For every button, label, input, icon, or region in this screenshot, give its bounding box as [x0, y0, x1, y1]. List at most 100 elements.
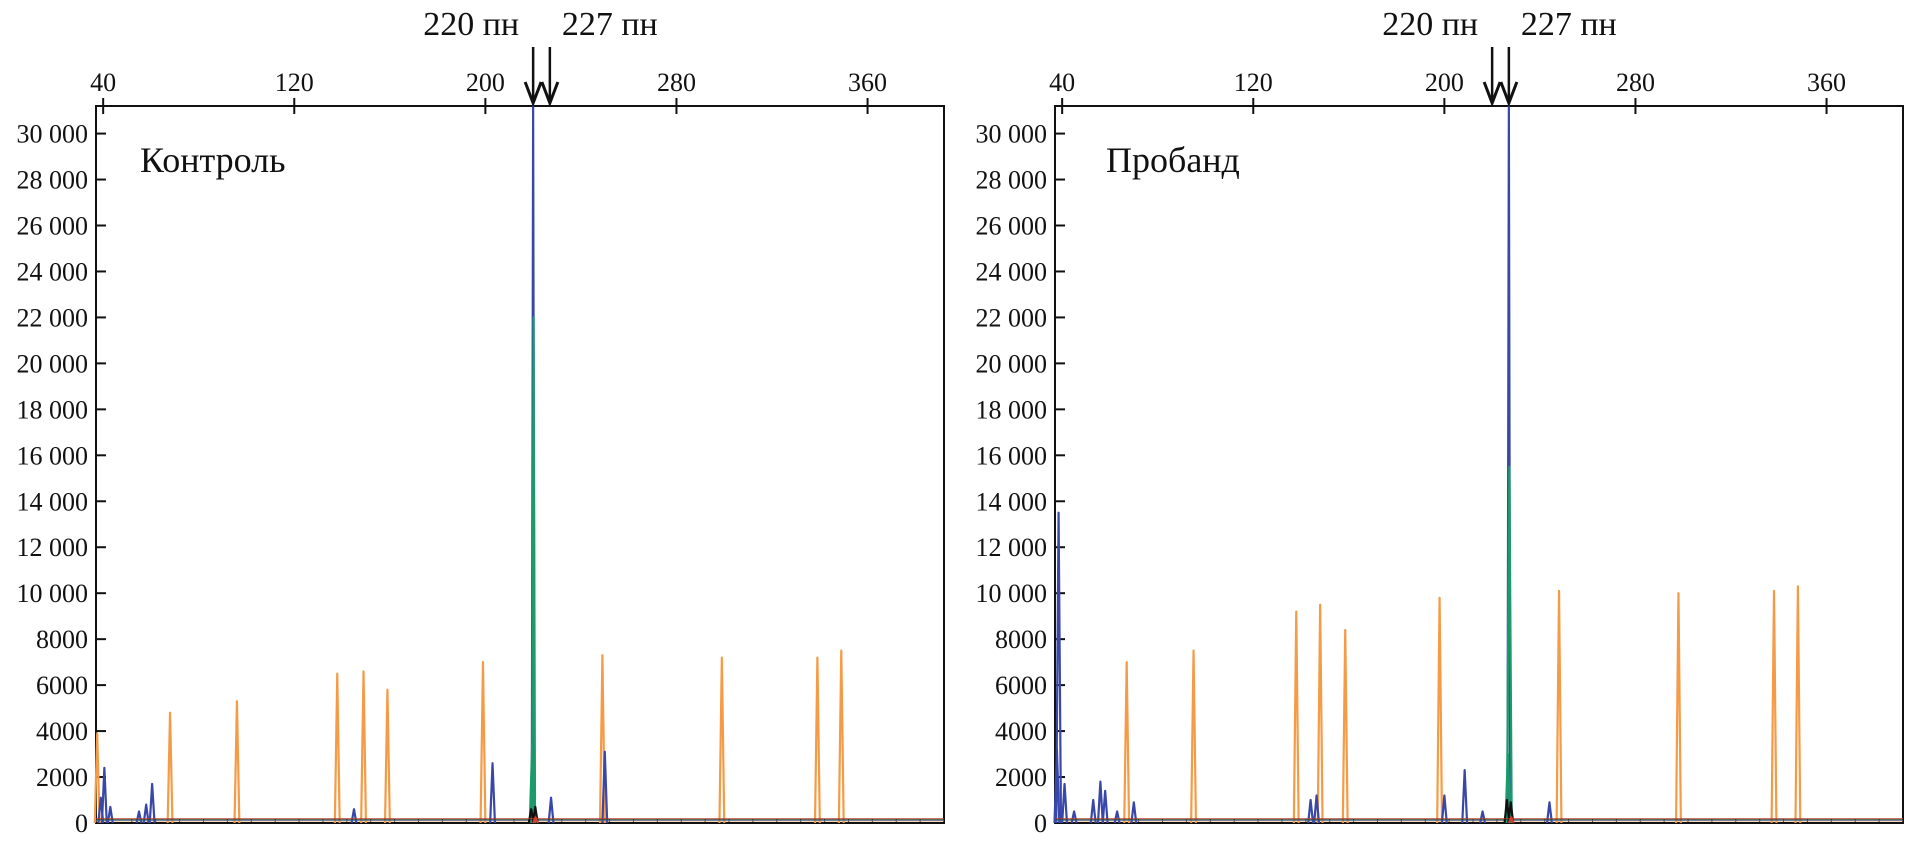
- x-axis: 40 120 200 280 360: [90, 68, 921, 823]
- y-tick-label: 6000: [36, 671, 88, 700]
- size-marker-layer: 220 пн 227 пн: [1382, 6, 1617, 108]
- x-tick-label: 280: [1616, 68, 1655, 97]
- peak: [1555, 589, 1563, 824]
- peak: [1316, 603, 1324, 824]
- x-tick-label: 360: [848, 68, 887, 97]
- y-tick-label: 4000: [36, 717, 88, 746]
- y-tick-label: 0: [75, 809, 88, 838]
- peak: [1096, 780, 1104, 824]
- peak: [1461, 769, 1469, 824]
- y-tick-label: 14 000: [17, 487, 89, 516]
- peak: [1061, 782, 1069, 824]
- peak: [383, 688, 391, 824]
- plot-frame: [1054, 105, 1904, 824]
- peak: [93, 732, 101, 824]
- peak: [1313, 794, 1321, 824]
- y-tick-label: 22 000: [976, 303, 1048, 332]
- peak: [333, 672, 341, 824]
- peak: [1794, 585, 1802, 824]
- peak: [1674, 592, 1682, 824]
- peak: [1436, 596, 1444, 824]
- y-tick-label: 16 000: [17, 441, 89, 470]
- peak: [1055, 511, 1063, 824]
- peak: [142, 803, 150, 824]
- peak: [1130, 801, 1138, 824]
- x-tick-label: 200: [466, 68, 505, 97]
- y-tick-label: 4000: [995, 717, 1047, 746]
- marker-label: 220 пн: [1382, 6, 1478, 43]
- marker-arrowhead: [1482, 81, 1502, 108]
- peak: [1507, 816, 1515, 824]
- peak: [1101, 789, 1109, 824]
- peak: [813, 656, 821, 824]
- peak: [1307, 798, 1315, 824]
- y-tick-label: 24 000: [17, 257, 89, 286]
- peak: [1089, 798, 1097, 824]
- y-tick-label: 10 000: [17, 579, 89, 608]
- y-tick-label: 30 000: [17, 120, 89, 149]
- peak: [531, 316, 537, 824]
- y-tick-label: 24 000: [976, 257, 1048, 286]
- peak: [100, 766, 108, 824]
- x-tick-label: 120: [275, 68, 314, 97]
- peak: [1292, 610, 1300, 824]
- y-tick-label: 20 000: [976, 349, 1048, 378]
- peak: [532, 816, 539, 824]
- x-axis: 40 120 200 280 360: [1049, 68, 1880, 823]
- peak: [106, 805, 114, 824]
- y-tick-label: 26 000: [17, 212, 89, 241]
- y-tick-label: 16 000: [976, 441, 1048, 470]
- y-tick-label: 30 000: [976, 120, 1048, 149]
- y-tick-label: 8000: [36, 625, 88, 654]
- x-tick-label: 280: [657, 68, 696, 97]
- marker-label: 227 пн: [1521, 6, 1617, 43]
- peak: [1341, 628, 1349, 824]
- y-tick-label: 12 000: [976, 533, 1048, 562]
- x-tick-label: 200: [1425, 68, 1464, 97]
- marker-label: 227 пн: [562, 6, 658, 43]
- chart-panel-proband: 0 2000 4000 6000 8000 10 000 12 000 14 000 16 00…: [976, 6, 1904, 838]
- y-tick-label: 6000: [995, 671, 1047, 700]
- y-tick-label: 18 000: [17, 395, 89, 424]
- x-tick-label: 40: [1049, 68, 1075, 97]
- x-tick-label: 120: [1234, 68, 1273, 97]
- y-axis: 0 2000 4000 6000 8000 10 000 12 000 14 000 16 00…: [976, 120, 1065, 838]
- peak: [837, 649, 845, 824]
- y-tick-label: 8000: [995, 625, 1047, 654]
- series-layer: [93, 104, 944, 824]
- peak: [1545, 801, 1553, 824]
- peak: [1770, 589, 1778, 824]
- peak: [233, 700, 241, 824]
- peak: [148, 782, 156, 824]
- x-tick-label: 360: [1807, 68, 1846, 97]
- y-tick-label: 20 000: [17, 349, 89, 378]
- y-tick-label: 28 000: [976, 166, 1048, 195]
- peak: [360, 670, 368, 824]
- size-marker-layer: 220 пн 227 пн: [423, 6, 658, 108]
- peak: [1440, 794, 1448, 824]
- marker-arrowhead: [540, 81, 560, 108]
- y-tick-label: 2000: [995, 763, 1047, 792]
- y-tick-label: 26 000: [976, 212, 1048, 241]
- y-tick-label: 12 000: [17, 533, 89, 562]
- peak: [489, 762, 497, 824]
- marker-arrowhead: [1499, 81, 1519, 108]
- y-tick-label: 14 000: [976, 487, 1048, 516]
- peak: [1123, 661, 1131, 824]
- peak: [479, 661, 487, 824]
- y-tick-label: 10 000: [976, 579, 1048, 608]
- peak: [1507, 801, 1515, 824]
- peak: [601, 750, 609, 824]
- y-tick-label: 18 000: [976, 395, 1048, 424]
- peak: [1505, 465, 1513, 824]
- peak: [547, 796, 555, 824]
- y-tick-label: 28 000: [17, 166, 89, 195]
- peak: [1190, 649, 1198, 824]
- y-tick-label: 2000: [36, 763, 88, 792]
- y-axis: 0 2000 4000 6000 8000 10 000 12 000 14 000 16 00…: [17, 120, 106, 838]
- peak: [718, 656, 726, 824]
- marker-arrowhead: [523, 81, 543, 108]
- y-tick-label: 22 000: [17, 303, 89, 332]
- peak: [166, 711, 174, 824]
